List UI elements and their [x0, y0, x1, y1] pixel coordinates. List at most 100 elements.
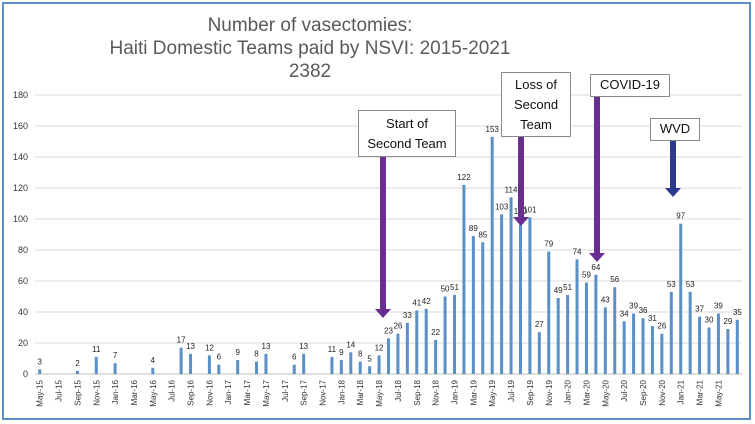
- data-label: 35: [733, 308, 742, 317]
- bar: [537, 332, 541, 374]
- data-label: 17: [177, 336, 186, 345]
- data-label: 74: [573, 247, 582, 256]
- data-label: 56: [610, 275, 619, 284]
- bar: [726, 329, 730, 374]
- callout-wvd: WVD: [650, 118, 700, 141]
- bar: [255, 361, 259, 374]
- bar: [113, 363, 117, 374]
- x-tick-label: Mar-16: [130, 379, 139, 405]
- data-label: 22: [431, 328, 440, 337]
- bar: [452, 294, 456, 374]
- y-tick-label: 160: [13, 121, 28, 131]
- x-tick-label: Jan-21: [677, 379, 686, 404]
- data-label: 12: [205, 343, 214, 352]
- title-line-1: Number of vasectomies:: [207, 15, 413, 36]
- bar: [292, 364, 296, 374]
- title-line-3: 2382: [288, 61, 332, 82]
- data-label: 6: [217, 353, 222, 362]
- bar: [377, 355, 381, 374]
- bar: [94, 356, 98, 374]
- y-tick-label: 60: [18, 276, 28, 286]
- x-tick-label: Jan-20: [564, 379, 573, 404]
- bar: [622, 321, 626, 374]
- bar: [584, 282, 588, 374]
- callout-covid: COVID-19: [590, 74, 670, 97]
- data-label: 85: [478, 230, 487, 239]
- bar: [38, 369, 42, 374]
- data-label: 26: [657, 322, 666, 331]
- data-label: 13: [262, 342, 271, 351]
- data-label: 49: [554, 286, 563, 295]
- title-line-2: Haiti Domestic Teams paid by NSVI: 2015-…: [109, 38, 511, 59]
- x-tick-label: May-17: [262, 379, 271, 406]
- bar: [707, 327, 711, 374]
- x-tick-label: Sep-17: [300, 379, 309, 405]
- arrow-covid-head: [589, 253, 605, 262]
- data-label: 53: [686, 280, 695, 289]
- x-tick-label: May-20: [601, 379, 610, 406]
- data-label: 4: [151, 356, 156, 365]
- data-label: 43: [601, 295, 610, 304]
- data-label: 36: [639, 306, 648, 315]
- data-label: 114: [505, 185, 518, 194]
- x-tick-label: May-15: [36, 379, 45, 406]
- data-label: 26: [393, 322, 402, 331]
- callout-loss-second-team: Loss of Second Team: [501, 72, 571, 137]
- bar: [387, 338, 390, 374]
- data-label: 11: [92, 345, 101, 354]
- bar: [415, 310, 419, 374]
- bar: [679, 223, 683, 374]
- arrow-loss-second-team-shaft: [518, 137, 524, 218]
- y-tick-label: 140: [13, 152, 28, 162]
- callout-start-line-1: Start of: [386, 116, 428, 131]
- data-label: 64: [591, 263, 600, 272]
- arrow-loss-second-team-head: [513, 217, 529, 226]
- data-label: 41: [412, 298, 421, 307]
- x-tick-label: Jan-17: [224, 379, 233, 404]
- data-label: 8: [358, 350, 363, 359]
- data-label: 103: [495, 202, 509, 211]
- data-label: 89: [469, 224, 478, 233]
- bar: [151, 367, 155, 374]
- callout-loss-line-1: Loss of: [515, 77, 557, 92]
- y-tick-label: 0: [23, 369, 28, 379]
- data-label: 33: [403, 311, 412, 320]
- x-tick-label: Mar-18: [356, 379, 365, 405]
- y-tick-label: 100: [13, 214, 28, 224]
- bar: [443, 296, 447, 374]
- x-tick-label: May-18: [375, 379, 384, 406]
- bar: [349, 352, 353, 374]
- data-label: 59: [582, 271, 591, 280]
- data-label: 42: [422, 297, 431, 306]
- data-label: 51: [450, 283, 459, 292]
- y-tick-label: 20: [18, 338, 28, 348]
- data-label: 53: [667, 280, 676, 289]
- bar: [396, 333, 400, 374]
- bar: [547, 251, 551, 374]
- data-label: 13: [299, 342, 308, 351]
- bar: [650, 325, 654, 374]
- data-label: 9: [339, 348, 344, 357]
- bar: [217, 364, 221, 374]
- data-label: 122: [457, 173, 471, 182]
- x-tick-label: Jan-16: [111, 379, 120, 404]
- data-label: 6: [292, 353, 297, 362]
- bar: [405, 322, 409, 374]
- x-tick-label: May-16: [149, 379, 158, 406]
- data-label: 51: [563, 283, 572, 292]
- x-tick-label: Nov-17: [319, 379, 328, 405]
- bar: [669, 291, 673, 374]
- bar: [330, 356, 334, 374]
- data-label: 23: [384, 326, 393, 335]
- bar: [236, 360, 240, 374]
- y-tick-label: 120: [13, 183, 28, 193]
- data-label: 34: [620, 309, 629, 318]
- bar: [660, 333, 664, 374]
- data-label: 2: [75, 359, 80, 368]
- x-tick-label: Jul-18: [394, 379, 403, 401]
- bar: [509, 197, 513, 374]
- bar: [566, 294, 570, 374]
- bar: [471, 236, 475, 374]
- y-tick-label: 80: [18, 245, 28, 255]
- x-tick-label: Nov-18: [432, 379, 441, 405]
